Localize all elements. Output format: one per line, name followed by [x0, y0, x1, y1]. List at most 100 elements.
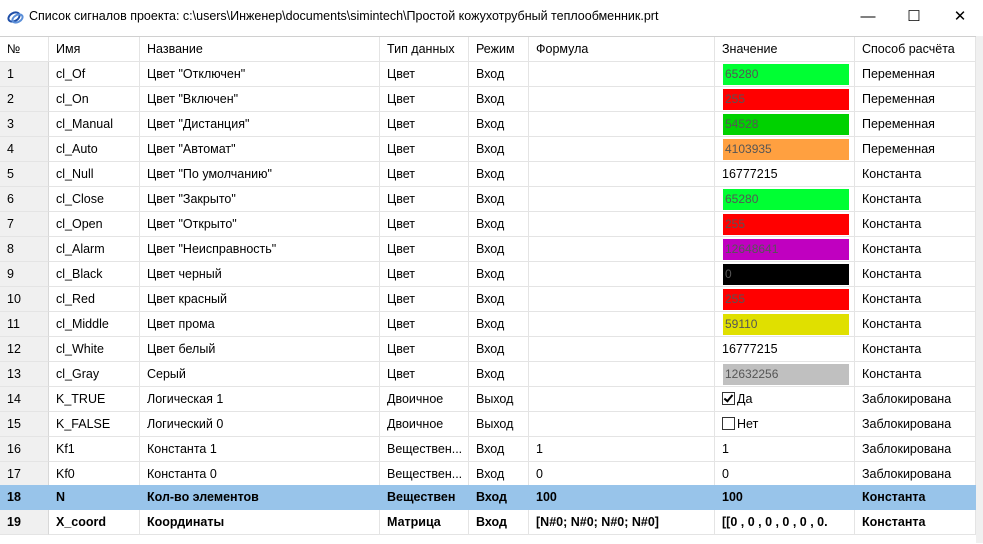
calc-method-cell[interactable]: Константа — [855, 510, 976, 535]
table-row[interactable]: 10 cl_Red Цвет красный Цвет Вход 255 Константа — [0, 287, 976, 312]
formula-cell[interactable] — [529, 337, 715, 362]
data-type-cell[interactable]: Цвет — [380, 212, 469, 237]
signal-name-cell[interactable]: Kf0 — [49, 462, 140, 487]
column-header-num[interactable]: № — [0, 37, 49, 62]
value-cell[interactable]: 1 — [715, 437, 855, 462]
formula-cell[interactable]: [N#0; N#0; N#0; N#0] — [529, 510, 715, 535]
data-type-cell[interactable]: Цвет — [380, 287, 469, 312]
mode-cell[interactable]: Вход — [469, 137, 529, 162]
table-row[interactable]: 19 X_coord Координаты Матрица Вход [N#0; N#0;… — [0, 510, 976, 535]
signal-title-cell[interactable]: Цвет "Отключен" — [140, 62, 380, 87]
row-number-cell[interactable]: 10 — [0, 287, 49, 312]
value-cell[interactable]: 100 — [715, 485, 855, 510]
table-row[interactable]: 1 cl_Of Цвет "Отключен" Цвет Вход 65280 Переме… — [0, 62, 976, 87]
row-number-cell[interactable]: 14 — [0, 387, 49, 412]
row-number-cell[interactable]: 12 — [0, 337, 49, 362]
signal-name-cell[interactable]: cl_Manual — [49, 112, 140, 137]
table-row[interactable]: 18 N Кол-во элементов Веществен Вход 100 100 Ко… — [0, 485, 976, 510]
row-number-cell[interactable]: 15 — [0, 412, 49, 437]
data-type-cell[interactable]: Двоичное — [380, 412, 469, 437]
row-number-cell[interactable]: 13 — [0, 362, 49, 387]
data-type-cell[interactable]: Цвет — [380, 237, 469, 262]
value-cell[interactable]: 16777215 — [715, 337, 855, 362]
formula-cell[interactable] — [529, 262, 715, 287]
value-cell[interactable]: 4103935 — [715, 137, 855, 162]
signal-title-cell[interactable]: Цвет белый — [140, 337, 380, 362]
row-number-cell[interactable]: 8 — [0, 237, 49, 262]
calc-method-cell[interactable]: Константа — [855, 362, 976, 387]
data-type-cell[interactable]: Веществен... — [380, 437, 469, 462]
signal-title-cell[interactable]: Константа 0 — [140, 462, 380, 487]
formula-cell[interactable] — [529, 187, 715, 212]
data-type-cell[interactable]: Цвет — [380, 187, 469, 212]
formula-cell[interactable] — [529, 287, 715, 312]
row-number-cell[interactable]: 1 — [0, 62, 49, 87]
column-header-title[interactable]: Название — [140, 37, 380, 62]
value-cell[interactable]: 16777215 — [715, 162, 855, 187]
signal-title-cell[interactable]: Цвет прома — [140, 312, 380, 337]
signal-name-cell[interactable]: N — [49, 485, 140, 510]
formula-cell[interactable] — [529, 212, 715, 237]
signals-grid[interactable]: № Имя Название Тип данных Режим Формула … — [0, 36, 983, 544]
value-cell[interactable]: 0 — [715, 262, 855, 287]
mode-cell[interactable]: Вход — [469, 162, 529, 187]
signal-name-cell[interactable]: cl_Open — [49, 212, 140, 237]
signal-name-cell[interactable]: K_FALSE — [49, 412, 140, 437]
formula-cell[interactable] — [529, 412, 715, 437]
mode-cell[interactable]: Вход — [469, 262, 529, 287]
vertical-scrollbar[interactable] — [976, 36, 983, 543]
close-button[interactable]: ✕ — [953, 8, 967, 25]
formula-cell[interactable] — [529, 387, 715, 412]
signal-title-cell[interactable]: Цвет "Автомат" — [140, 137, 380, 162]
value-cell[interactable]: 54528 — [715, 112, 855, 137]
table-row[interactable]: 7 cl_Open Цвет "Открыто" Цвет Вход 255 Констан… — [0, 212, 976, 237]
value-cell[interactable]: 12648641 — [715, 237, 855, 262]
signal-title-cell[interactable]: Цвет "Неисправность" — [140, 237, 380, 262]
signal-title-cell[interactable]: Кол-во элементов — [140, 485, 380, 510]
signal-name-cell[interactable]: cl_Gray — [49, 362, 140, 387]
data-type-cell[interactable]: Цвет — [380, 262, 469, 287]
table-row[interactable]: 6 cl_Close Цвет "Закрыто" Цвет Вход 65280 Конс… — [0, 187, 976, 212]
calc-method-cell[interactable]: Заблокирована — [855, 462, 976, 487]
maximize-button[interactable]: ☐ — [907, 8, 921, 25]
mode-cell[interactable]: Вход — [469, 62, 529, 87]
value-cell[interactable]: 255 — [715, 212, 855, 237]
mode-cell[interactable]: Вход — [469, 485, 529, 510]
table-row[interactable]: 12 cl_White Цвет белый Цвет Вход 16777215 Конс… — [0, 337, 976, 362]
calc-method-cell[interactable]: Константа — [855, 237, 976, 262]
minimize-button[interactable]: — — [860, 7, 876, 25]
row-number-cell[interactable]: 4 — [0, 137, 49, 162]
calc-method-cell[interactable]: Константа — [855, 212, 976, 237]
formula-cell[interactable] — [529, 112, 715, 137]
value-cell[interactable]: 65280 — [715, 62, 855, 87]
value-cell[interactable]: 59110 — [715, 312, 855, 337]
calc-method-cell[interactable]: Константа — [855, 262, 976, 287]
calc-method-cell[interactable]: Константа — [855, 485, 976, 510]
formula-cell[interactable] — [529, 237, 715, 262]
data-type-cell[interactable]: Веществен... — [380, 462, 469, 487]
mode-cell[interactable]: Вход — [469, 187, 529, 212]
table-row[interactable]: 4 cl_Auto Цвет "Автомат" Цвет Вход 4103935 Пер… — [0, 137, 976, 162]
row-number-cell[interactable]: 2 — [0, 87, 49, 112]
signal-title-cell[interactable]: Цвет "Закрыто" — [140, 187, 380, 212]
column-header-calc[interactable]: Способ расчёта — [855, 37, 976, 62]
row-number-cell[interactable]: 5 — [0, 162, 49, 187]
calc-method-cell[interactable]: Заблокирована — [855, 412, 976, 437]
mode-cell[interactable]: Вход — [469, 87, 529, 112]
formula-cell[interactable]: 100 — [529, 485, 715, 510]
mode-cell[interactable]: Вход — [469, 212, 529, 237]
mode-cell[interactable]: Вход — [469, 462, 529, 487]
table-row[interactable]: 2 cl_On Цвет "Включен" Цвет Вход 255 Переменна… — [0, 87, 976, 112]
formula-cell[interactable] — [529, 62, 715, 87]
signal-name-cell[interactable]: cl_White — [49, 337, 140, 362]
data-type-cell[interactable]: Двоичное — [380, 387, 469, 412]
signal-name-cell[interactable]: K_TRUE — [49, 387, 140, 412]
signal-title-cell[interactable]: Логический 0 — [140, 412, 380, 437]
row-number-cell[interactable]: 9 — [0, 262, 49, 287]
mode-cell[interactable]: Вход — [469, 112, 529, 137]
table-row[interactable]: 9 cl_Black Цвет черный Цвет Вход 0 Константа — [0, 262, 976, 287]
table-row[interactable]: 11 cl_Middle Цвет прома Цвет Вход 59110 Конста… — [0, 312, 976, 337]
data-type-cell[interactable]: Матрица — [380, 510, 469, 535]
row-number-cell[interactable]: 18 — [0, 485, 49, 510]
signal-name-cell[interactable]: cl_Auto — [49, 137, 140, 162]
